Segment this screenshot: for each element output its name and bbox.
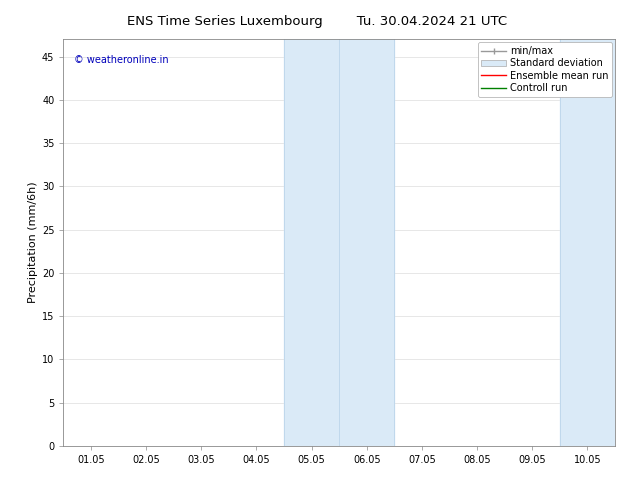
Text: © weatheronline.in: © weatheronline.in: [74, 55, 169, 66]
Text: ENS Time Series Luxembourg        Tu. 30.04.2024 21 UTC: ENS Time Series Luxembourg Tu. 30.04.202…: [127, 15, 507, 28]
Y-axis label: Precipitation (mm/6h): Precipitation (mm/6h): [28, 182, 37, 303]
Legend: min/max, Standard deviation, Ensemble mean run, Controll run: min/max, Standard deviation, Ensemble me…: [477, 42, 612, 97]
Bar: [284, 39, 394, 446]
Bar: [560, 39, 615, 446]
